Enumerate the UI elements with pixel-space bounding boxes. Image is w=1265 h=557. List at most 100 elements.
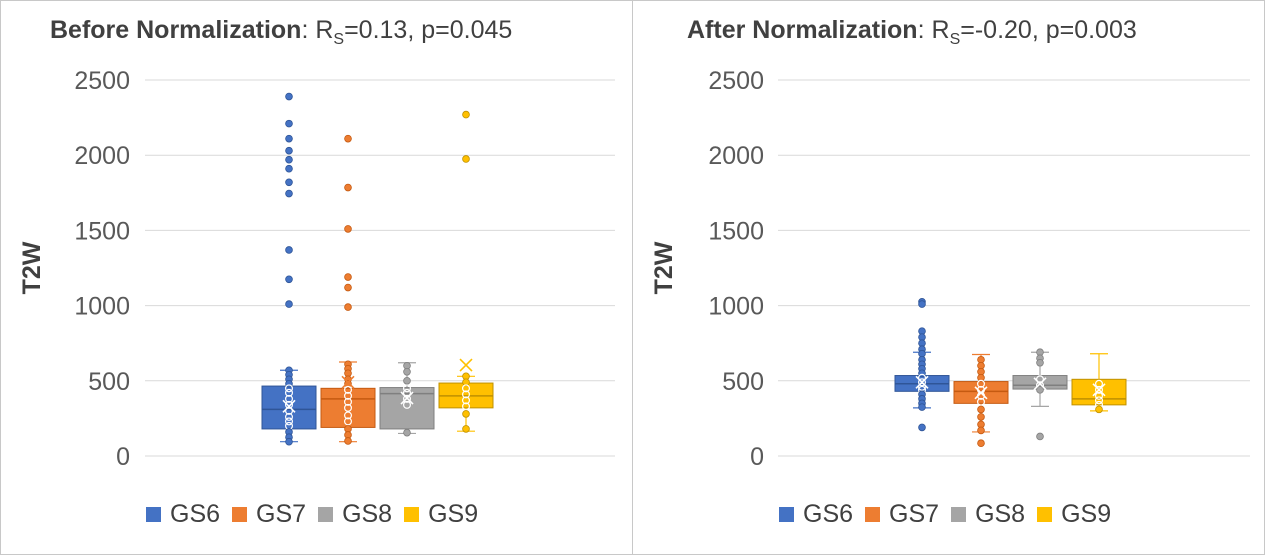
title-r-symbol: R — [315, 16, 334, 44]
data-point — [344, 380, 352, 388]
legend-label: GS9 — [1061, 500, 1112, 528]
data-point — [462, 110, 470, 119]
y-tick-label: 2500 — [74, 67, 130, 95]
title-separator: : — [917, 16, 925, 44]
title-stats: =-0.20, p=0.003 — [960, 16, 1137, 44]
data-point — [403, 376, 411, 385]
y-tick-label: 500 — [88, 368, 130, 396]
legend-label: GS8 — [975, 500, 1026, 528]
legend-item-gs6: GS6 — [779, 500, 853, 529]
data-point — [285, 164, 293, 173]
data-point — [344, 411, 353, 420]
legend-item-gs9: GS9 — [404, 500, 478, 529]
data-point — [285, 189, 293, 198]
legend-label: GS6 — [803, 500, 854, 528]
data-point — [344, 134, 352, 143]
data-point — [285, 394, 294, 403]
data-point — [977, 373, 985, 382]
data-point — [285, 275, 293, 284]
data-point — [462, 402, 471, 411]
legend-label: GS7 — [256, 500, 307, 528]
legend-label: GS9 — [428, 500, 479, 528]
title-separator: : — [301, 16, 309, 44]
data-point — [285, 178, 293, 187]
legend-item-gs9: GS9 — [1037, 500, 1111, 529]
data-point — [977, 426, 985, 435]
legend-item-gs7: GS7 — [232, 500, 306, 529]
panel-after-frame — [632, 0, 1265, 555]
legend-swatch-gs8 — [318, 507, 334, 522]
data-point — [285, 155, 293, 164]
legend-item-gs8: GS8 — [318, 500, 392, 529]
legend-item-gs7: GS7 — [865, 500, 939, 529]
data-point — [344, 283, 352, 292]
y-axis-label: T2W — [18, 241, 46, 294]
title-r-subscript: S — [949, 31, 961, 48]
data-point — [462, 384, 471, 393]
data-point — [977, 405, 985, 414]
data-point — [285, 417, 294, 426]
data-point — [918, 403, 926, 411]
data-point — [344, 225, 352, 233]
data-point — [976, 397, 985, 406]
data-point — [1094, 396, 1103, 405]
y-tick-label: 1500 — [74, 217, 130, 245]
data-point — [462, 155, 470, 163]
data-point — [344, 437, 352, 445]
mean-marker — [400, 391, 414, 405]
data-point — [462, 396, 471, 405]
legend-swatch-gs8 — [951, 507, 967, 522]
data-point — [917, 378, 926, 387]
legend-after: GS6 GS7 GS8 GS9 — [779, 500, 1123, 529]
data-point — [344, 385, 353, 394]
data-point — [285, 134, 293, 143]
data-point — [462, 410, 470, 418]
y-tick-label: 1000 — [74, 293, 130, 321]
data-point — [285, 437, 293, 446]
legend-swatch-gs6 — [779, 507, 794, 522]
data-point — [1094, 391, 1103, 400]
mean-marker — [459, 358, 473, 372]
data-point — [285, 300, 293, 308]
legend-swatch-gs6 — [146, 507, 161, 522]
data-point — [1036, 386, 1044, 394]
y-tick-label: 0 — [116, 443, 130, 471]
legend-item-gs6: GS6 — [146, 500, 220, 529]
data-point — [918, 300, 926, 308]
data-point — [977, 413, 985, 421]
chart-title-after: After Normalization: RS=-0.20, p=0.003 — [687, 16, 1137, 48]
data-point — [285, 146, 293, 155]
title-stats: =0.13, p=0.045 — [344, 16, 513, 44]
mean-marker — [1033, 377, 1047, 391]
data-point — [462, 425, 470, 433]
data-point — [285, 246, 293, 254]
mean-marker — [1092, 383, 1106, 397]
data-point — [403, 428, 411, 437]
data-point — [285, 412, 294, 421]
data-point — [977, 439, 985, 448]
y-tick-label: 500 — [722, 368, 764, 396]
chart-title-before: Before Normalization: RS=0.13, p=0.045 — [50, 16, 513, 48]
legend-swatch-gs7 — [865, 507, 881, 522]
y-tick-label: 2000 — [708, 142, 764, 170]
data-point — [344, 303, 352, 311]
data-point — [344, 397, 353, 406]
legend-swatch-gs9 — [404, 507, 420, 522]
data-point — [344, 273, 352, 281]
y-tick-label: 2000 — [74, 142, 130, 170]
title-r-subscript: S — [333, 31, 345, 48]
panel-before-frame — [0, 0, 633, 555]
data-point — [462, 378, 470, 387]
y-axis-label: T2W — [650, 241, 678, 294]
data-point — [403, 388, 412, 397]
data-point — [285, 119, 293, 128]
y-tick-label: 1500 — [708, 217, 764, 245]
mean-marker — [915, 375, 929, 389]
data-point — [403, 400, 412, 409]
data-point — [1094, 379, 1103, 388]
title-bold-text: After Normalization — [687, 16, 918, 44]
data-point — [285, 384, 294, 393]
legend-label: GS7 — [889, 500, 940, 528]
